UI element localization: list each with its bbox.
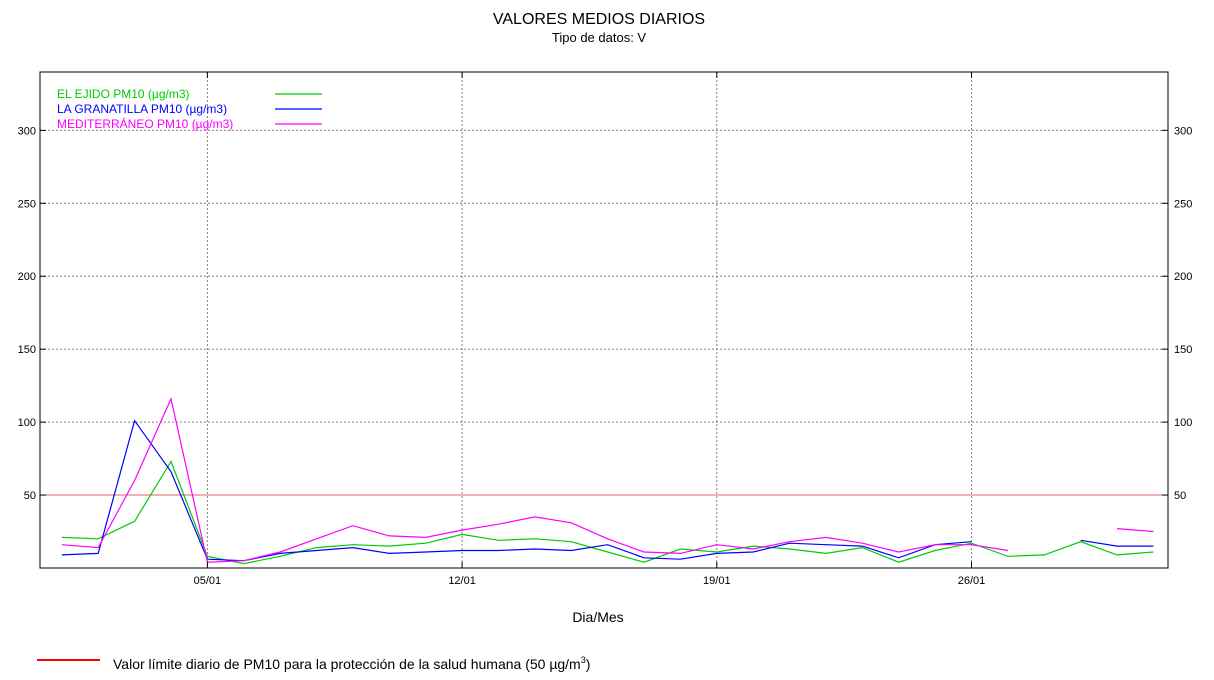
x-tick-label: 19/01 (703, 575, 731, 587)
footer-note: Valor límite diario de PM10 para la prot… (113, 655, 590, 672)
legend-label: LA GRANATILLA PM10 (µg/m3) (57, 102, 227, 116)
x-tick-label: 26/01 (958, 575, 986, 587)
x-tick-label: 12/01 (448, 575, 476, 587)
y-tick-label-left: 200 (18, 271, 36, 283)
series-line (61, 460, 1154, 565)
y-tick-label-left: 300 (18, 125, 36, 137)
y-tick-label-right: 300 (1174, 125, 1192, 137)
x-axis-label: Dia/Mes (572, 609, 623, 625)
y-tick-label-right: 50 (1174, 490, 1186, 502)
footer-note-end: ) (586, 656, 591, 672)
footer-note-superscript: 3 (581, 655, 586, 665)
y-tick-label-left: 100 (18, 417, 36, 429)
y-tick-label-right: 100 (1174, 417, 1192, 429)
series-line (61, 419, 1154, 562)
y-tick-label-left: 250 (18, 198, 36, 210)
footer-note-text: Valor límite diario de PM10 para la prot… (113, 656, 581, 672)
axes: 50 50 100 100 150 150 200 200 250 250 300 300 05/01 1… (18, 72, 1192, 587)
chart-title: VALORES MEDIOS DIARIOS (493, 11, 705, 28)
legend-label: EL EJIDO PM10 (µg/m3) (57, 87, 190, 101)
series-layer (61, 396, 1154, 565)
legend: EL EJIDO PM10 (µg/m3)LA GRANATILLA PM10 … (57, 87, 322, 131)
legend-label: MEDITERRÁNEO PM10 (µg/m3) (57, 116, 233, 131)
y-tick-label-right: 250 (1174, 198, 1192, 210)
grid (40, 72, 1168, 568)
y-tick-label-left: 50 (24, 490, 36, 502)
y-tick-label-right: 150 (1174, 344, 1192, 356)
chart-subtitle: Tipo de datos: V (552, 30, 647, 45)
y-tick-label-left: 150 (18, 344, 36, 356)
y-tick-label-right: 200 (1174, 271, 1192, 283)
x-tick-label: 05/01 (194, 575, 222, 587)
plot-frame (39, 71, 1169, 569)
series-line (61, 396, 1154, 563)
